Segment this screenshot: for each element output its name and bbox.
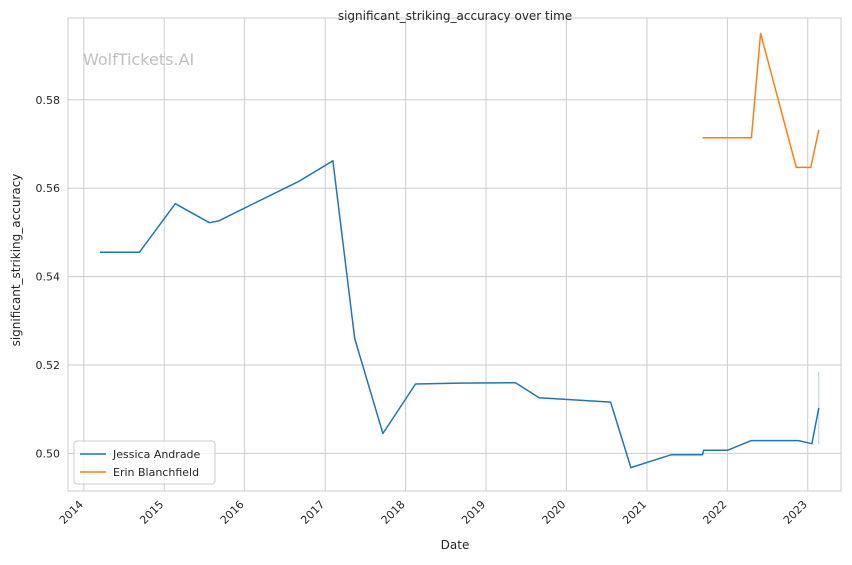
grid (68, 18, 841, 491)
watermark: WolfTickets.AI (83, 50, 194, 69)
x-tick-label: 2020 (540, 498, 569, 527)
y-tick-label: 0.56 (36, 182, 61, 195)
y-tick-label: 0.52 (36, 359, 61, 372)
y-tick-label: 0.50 (36, 447, 61, 460)
y-tick-labels: 0.50 0.52 0.54 0.56 0.58 (36, 94, 61, 461)
legend: Jessica Andrade Erin Blanchfield (73, 440, 216, 485)
y-tick-label: 0.54 (36, 271, 61, 284)
x-tick-label: 2014 (57, 498, 86, 527)
x-tick-label: 2021 (620, 498, 649, 527)
x-tick-label: 2023 (781, 498, 810, 527)
y-tick-label: 0.58 (36, 94, 61, 107)
plot-frame (67, 17, 842, 492)
series-line-erin-blanchfield (702, 32, 820, 169)
x-tick-label: 2016 (218, 498, 247, 527)
series-layer (99, 32, 820, 469)
x-tick-label: 2017 (298, 498, 327, 527)
legend-label-erin-blanchfield: Erin Blanchfield (113, 466, 199, 479)
x-tick-label: 2022 (700, 498, 729, 527)
legend-label-jessica-andrade: Jessica Andrade (112, 448, 201, 461)
x-tick-label: 2015 (137, 498, 166, 527)
x-tick-label: 2018 (379, 498, 408, 527)
chart-title: significant_striking_accuracy over time (338, 9, 572, 23)
series-line-jessica-andrade (99, 160, 820, 469)
legend-box (73, 440, 216, 485)
x-tick-labels: 2014 2015 2016 2017 2018 2019 2020 2021 2022 2023 (57, 498, 810, 527)
x-axis-label: Date (441, 538, 470, 552)
y-axis-label: significant_striking_accuracy (9, 174, 23, 347)
x-tick-label: 2019 (459, 498, 488, 527)
